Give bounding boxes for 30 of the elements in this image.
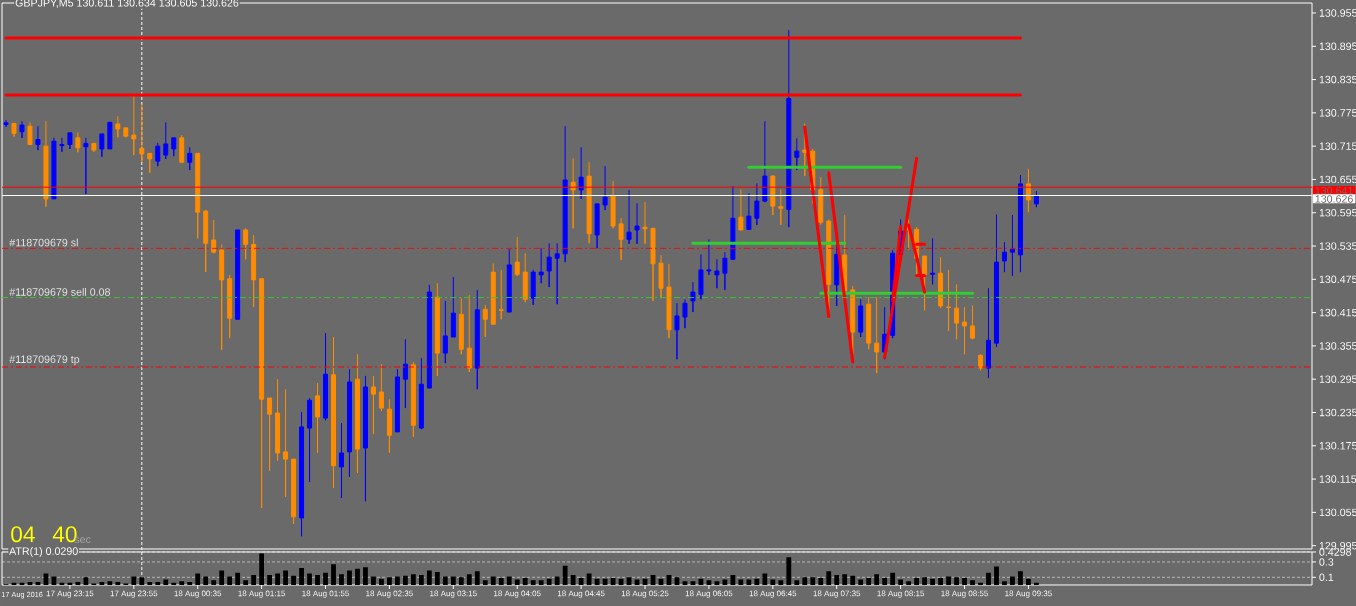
x-tick-label: 18 Aug 02:35 <box>366 590 413 598</box>
x-tick-label: 18 Aug 01:15 <box>238 590 286 598</box>
x-tick-label: 18 Aug 04:45 <box>557 590 605 598</box>
y-tick-label: 0.3 <box>1319 558 1334 566</box>
annotation: 40 <box>52 526 77 543</box>
x-tick-label: 18 Aug 01:55 <box>302 590 349 598</box>
y-tick-label: 0.4298 <box>1319 548 1352 556</box>
ref-line-label: #118709679 sl <box>9 238 78 247</box>
x-tick-label: 18 Aug 08:55 <box>941 590 988 598</box>
x-tick-label: 17 Aug 23:55 <box>110 590 158 598</box>
x-tick-label: 18 Aug 06:45 <box>749 590 797 598</box>
ref-line-label: 130.641 <box>1315 186 1353 195</box>
annotation: 04 <box>11 526 35 543</box>
chart-title: ATR(1) 0.0290 <box>9 547 78 557</box>
y-tick-label: 0.1 <box>1319 573 1334 582</box>
ref-line-label: #118709679 tp <box>9 355 80 366</box>
x-tick-label: 18 Aug 08:15 <box>877 590 925 598</box>
x-tick-label: 18 Aug 09:35 <box>1005 590 1052 598</box>
y-tick-label: 130.115 <box>1319 475 1356 483</box>
chart-title: GBPJPY,M5 130.611 130.634 130.605 130.626 <box>15 0 239 8</box>
x-tick-label: 18 Aug 07:35 <box>813 590 861 598</box>
ref-line-label: #118709679 sell 0.08 <box>9 287 110 296</box>
x-tick-label: 18 Aug 04:05 <box>494 590 541 598</box>
x-tick-label: 18 Aug 03:15 <box>430 590 477 598</box>
x-tick-label: 18 Aug 05:25 <box>621 590 669 598</box>
annotation: sec <box>74 537 91 544</box>
x-tick-label: 18 Aug 06:05 <box>685 590 733 598</box>
ref-line-label: 130.626 <box>1315 195 1353 203</box>
x-tick-label: 17 Aug 23:15 <box>46 590 94 598</box>
x-tick-label: 18 Aug 00:35 <box>174 590 222 598</box>
